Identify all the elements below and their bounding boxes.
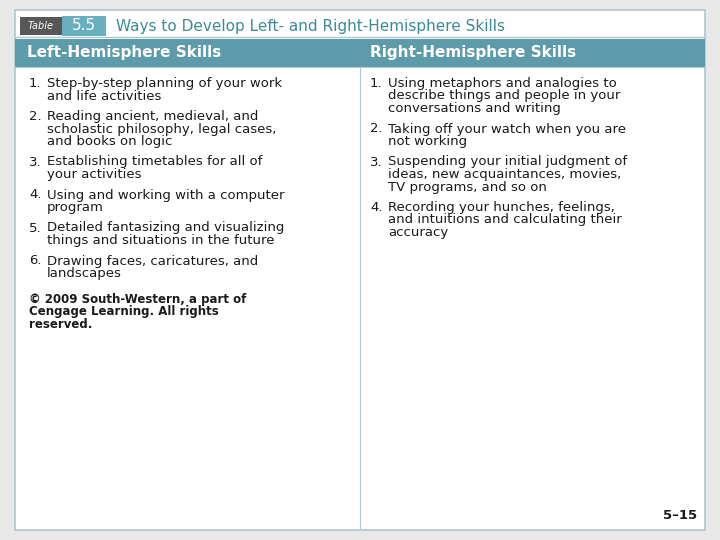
Text: conversations and writing: conversations and writing bbox=[388, 102, 561, 115]
Text: your activities: your activities bbox=[47, 168, 142, 181]
Text: Ways to Develop Left- and Right-Hemisphere Skills: Ways to Develop Left- and Right-Hemisphe… bbox=[116, 18, 505, 33]
Text: © 2009 South-Western, a part of: © 2009 South-Western, a part of bbox=[29, 293, 246, 306]
Text: scholastic philosophy, legal cases,: scholastic philosophy, legal cases, bbox=[47, 123, 276, 136]
Text: 4.: 4. bbox=[370, 201, 382, 214]
Text: ideas, new acquaintances, movies,: ideas, new acquaintances, movies, bbox=[388, 168, 621, 181]
Text: things and situations in the future: things and situations in the future bbox=[47, 234, 274, 247]
Text: Using metaphors and analogies to: Using metaphors and analogies to bbox=[388, 77, 617, 90]
Text: Using and working with a computer: Using and working with a computer bbox=[47, 188, 284, 201]
Text: Left-Hemisphere Skills: Left-Hemisphere Skills bbox=[27, 45, 221, 60]
Bar bbox=[62, 16, 106, 36]
Text: program: program bbox=[47, 201, 104, 214]
Text: Drawing faces, caricatures, and: Drawing faces, caricatures, and bbox=[47, 254, 258, 267]
Text: and life activities: and life activities bbox=[47, 90, 161, 103]
Bar bbox=[15, 39, 705, 67]
Text: landscapes: landscapes bbox=[47, 267, 122, 280]
Text: Detailed fantasizing and visualizing: Detailed fantasizing and visualizing bbox=[47, 221, 284, 234]
Text: Reading ancient, medieval, and: Reading ancient, medieval, and bbox=[47, 110, 258, 123]
Text: describe things and people in your: describe things and people in your bbox=[388, 90, 621, 103]
Text: 3.: 3. bbox=[370, 156, 382, 168]
Text: Cengage Learning. All rights: Cengage Learning. All rights bbox=[29, 306, 219, 319]
Text: Establishing timetables for all of: Establishing timetables for all of bbox=[47, 156, 262, 168]
Text: 2.: 2. bbox=[370, 123, 382, 136]
Text: 1.: 1. bbox=[29, 77, 42, 90]
Text: not working: not working bbox=[388, 135, 467, 148]
Text: Step-by-step planning of your work: Step-by-step planning of your work bbox=[47, 77, 282, 90]
Text: 3.: 3. bbox=[29, 156, 42, 168]
Text: accuracy: accuracy bbox=[388, 226, 449, 239]
Text: 5.: 5. bbox=[29, 221, 42, 234]
Text: Taking off your watch when you are: Taking off your watch when you are bbox=[388, 123, 626, 136]
Bar bbox=[20, 17, 62, 35]
Text: 5–15: 5–15 bbox=[663, 509, 697, 522]
Text: 4.: 4. bbox=[29, 188, 42, 201]
Text: reserved.: reserved. bbox=[29, 319, 92, 332]
Text: Right-Hemisphere Skills: Right-Hemisphere Skills bbox=[370, 45, 576, 60]
Text: Suspending your initial judgment of: Suspending your initial judgment of bbox=[388, 156, 627, 168]
Text: and books on logic: and books on logic bbox=[47, 135, 172, 148]
Text: 5.5: 5.5 bbox=[72, 18, 96, 33]
Text: 1.: 1. bbox=[370, 77, 382, 90]
Text: and intuitions and calculating their: and intuitions and calculating their bbox=[388, 213, 622, 226]
Text: Table: Table bbox=[28, 21, 54, 31]
Text: 2.: 2. bbox=[29, 110, 42, 123]
Text: Recording your hunches, feelings,: Recording your hunches, feelings, bbox=[388, 201, 615, 214]
Text: 6.: 6. bbox=[29, 254, 42, 267]
Text: TV programs, and so on: TV programs, and so on bbox=[388, 180, 547, 193]
